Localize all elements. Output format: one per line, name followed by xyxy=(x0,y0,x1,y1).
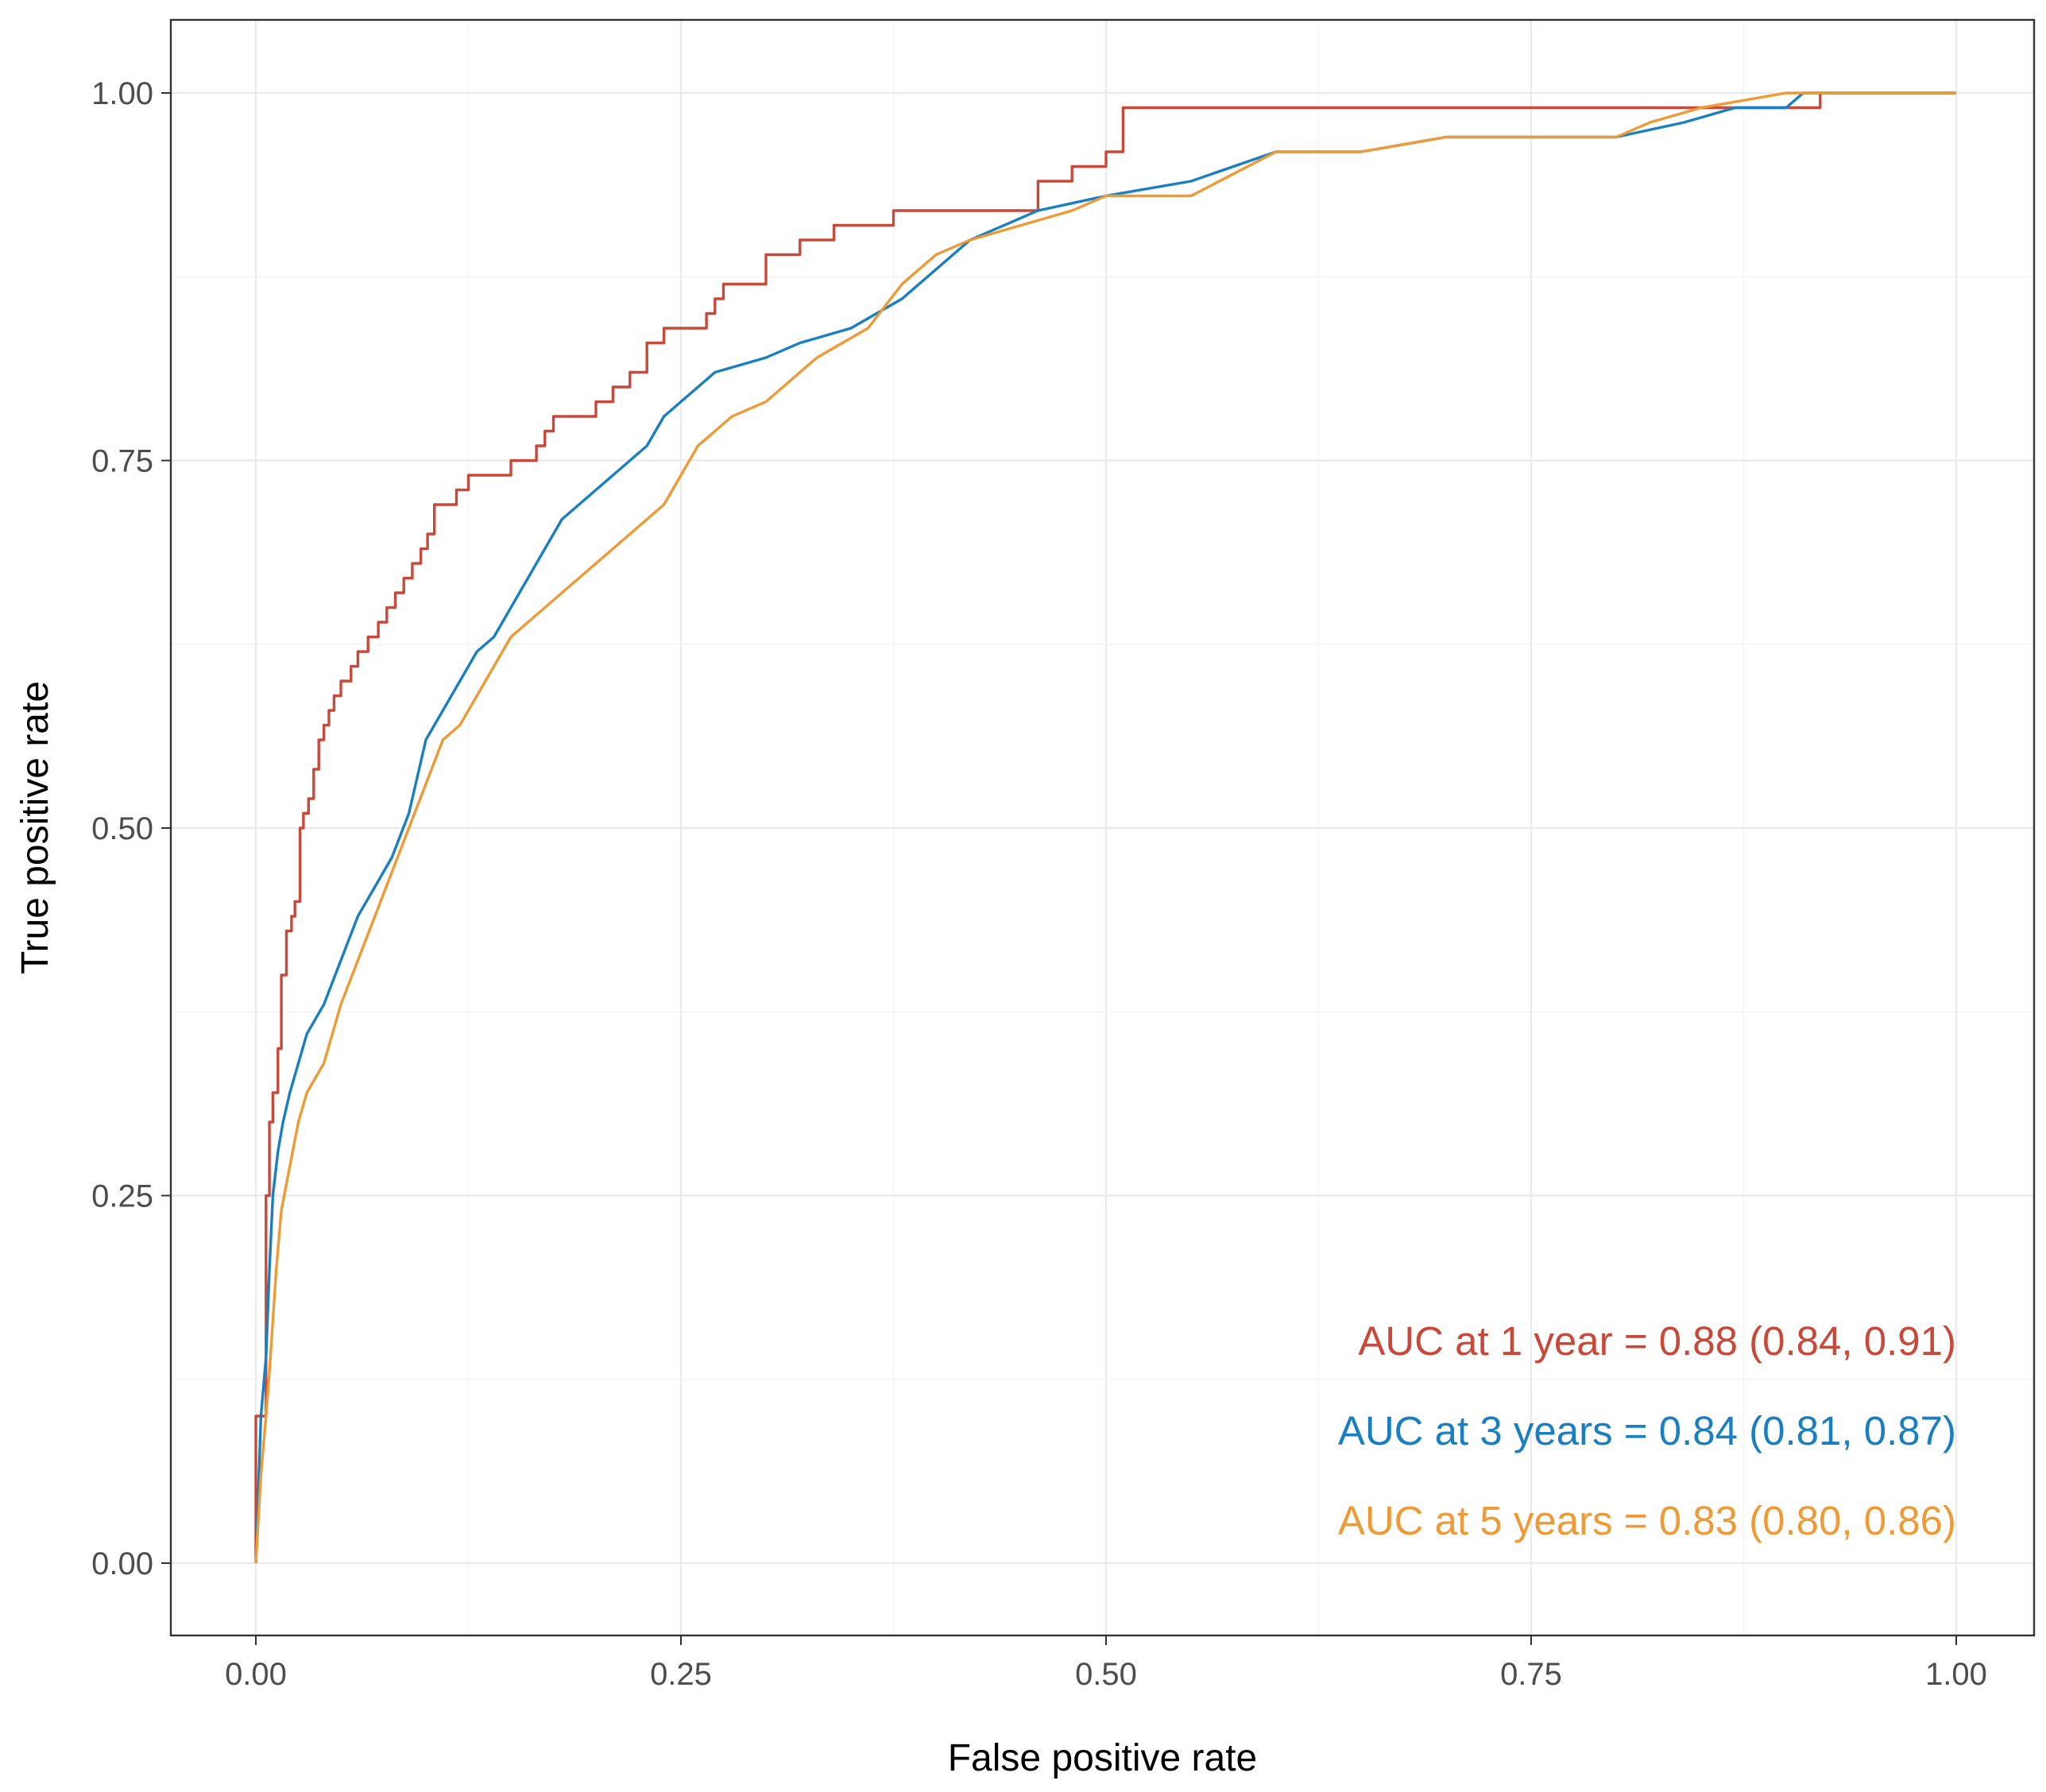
legend-label-1: AUC at 1 year = 0.88 (0.84, 0.91) xyxy=(1358,1318,1956,1364)
x-axis-title: False positive rate xyxy=(948,1737,1258,1779)
y-axis-title: True positive rate xyxy=(14,681,56,974)
legend: AUC at 1 year = 0.88 (0.84, 0.91) AUC at … xyxy=(1338,1318,1956,1543)
major-gridlines xyxy=(171,20,2034,1635)
y-tick-label: 0.25 xyxy=(91,1179,153,1214)
x-tick-label: 1.00 xyxy=(1925,1657,1987,1692)
y-tick-label: 0.00 xyxy=(91,1546,153,1581)
roc-curve-1 xyxy=(254,91,1956,1563)
x-tick-label: 0.75 xyxy=(1500,1657,1562,1692)
x-tick-label: 0.00 xyxy=(225,1657,287,1692)
x-tick-label: 0.25 xyxy=(650,1657,712,1692)
roc-curves xyxy=(254,91,1956,1564)
legend-label-3: AUC at 5 years = 0.83 (0.80, 0.86) xyxy=(1338,1498,1956,1543)
legend-label-2: AUC at 3 years = 0.84 (0.81, 0.87) xyxy=(1338,1408,1956,1453)
roc-curve-3 xyxy=(254,91,1956,1564)
axis-ticks: 0.00 0.25 0.50 0.75 1.00 0.00 0.25 0.50 0.75 1.00 xyxy=(91,76,1987,1692)
x-tick-label: 0.50 xyxy=(1075,1657,1137,1692)
y-tick-label: 1.00 xyxy=(91,76,153,111)
y-tick-label: 0.75 xyxy=(91,444,153,479)
y-tick-label: 0.50 xyxy=(91,811,153,846)
